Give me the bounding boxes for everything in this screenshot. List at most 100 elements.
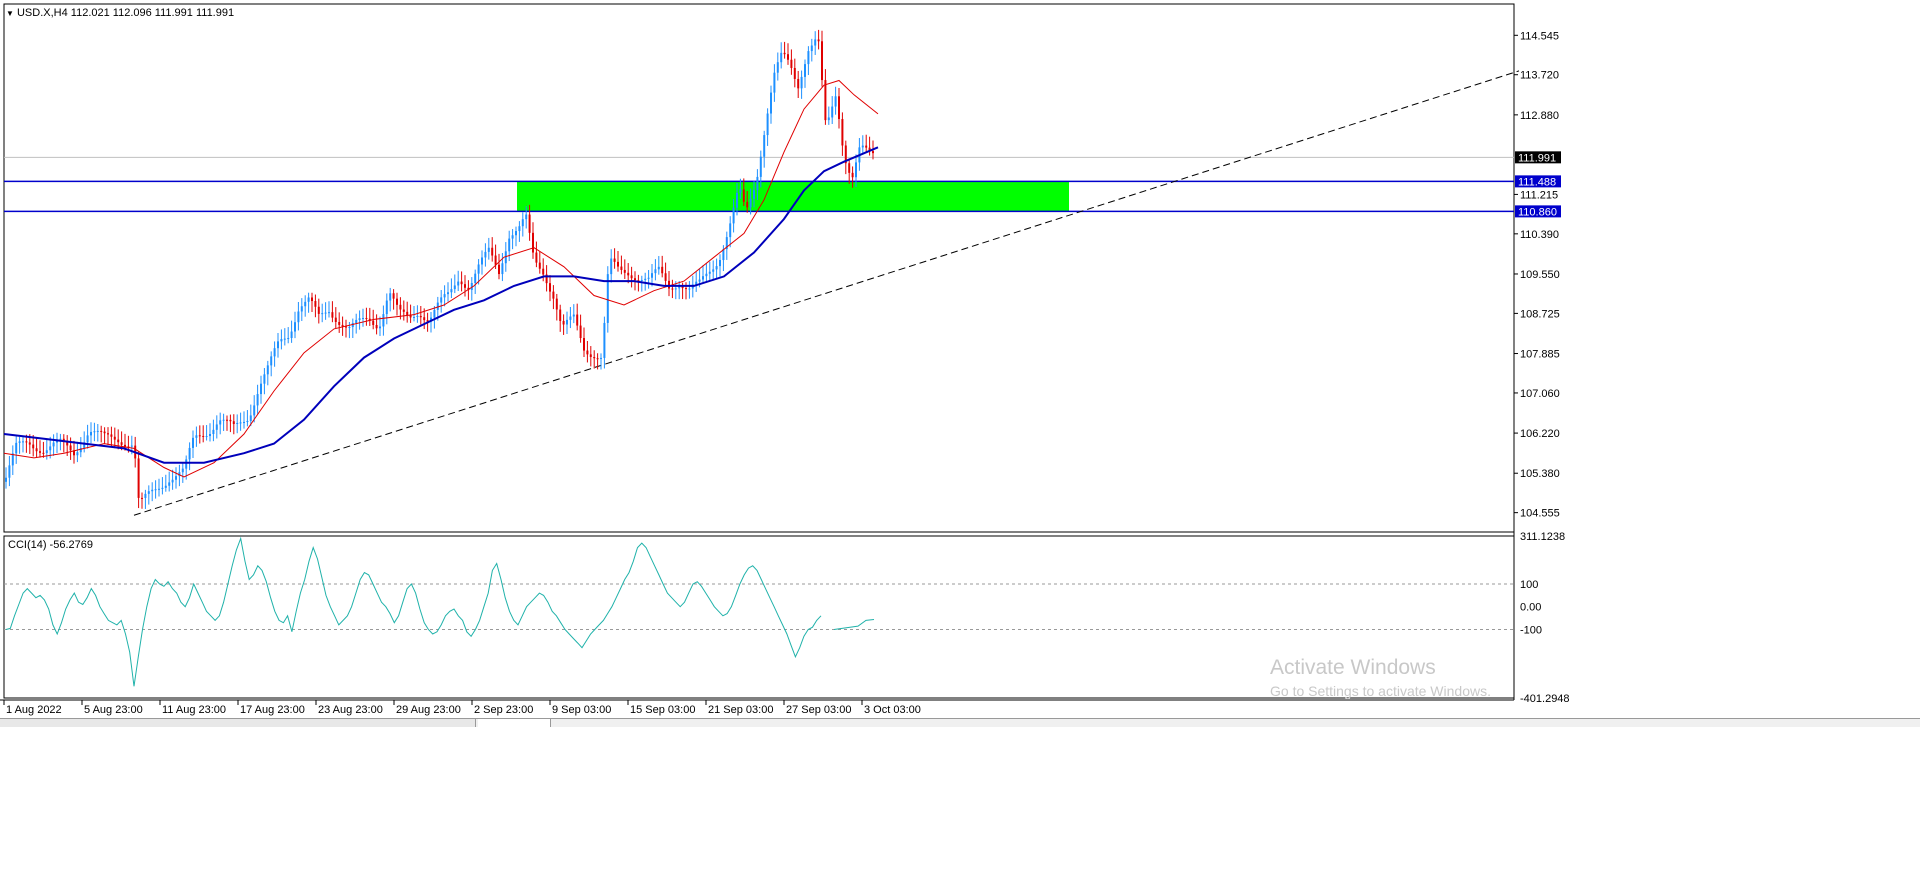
tab-active[interactable]: [478, 719, 551, 727]
candle-body: [198, 435, 201, 437]
candle-body: [783, 52, 786, 55]
candle-body: [763, 135, 766, 157]
candle-body: [18, 441, 21, 443]
candle-body: [52, 442, 55, 447]
cci-scale-label: -401.2948: [1520, 693, 1570, 705]
candle-body: [45, 450, 48, 454]
candle-body: [246, 420, 249, 422]
candle-body: [93, 431, 96, 433]
candle-body: [351, 322, 354, 328]
tab-left[interactable]: [0, 719, 476, 727]
candle-body: [654, 269, 657, 274]
candle-body: [501, 263, 504, 275]
candle-body: [487, 247, 490, 252]
candle-body: [861, 145, 864, 148]
x-tick-label: 3 Oct 03:00: [864, 704, 921, 716]
x-tick-label: 9 Sep 03:00: [552, 704, 611, 716]
candle-body: [702, 276, 704, 280]
bottom-scrollbar[interactable]: [0, 718, 1920, 727]
candle-body: [222, 419, 225, 421]
candle-body: [5, 477, 7, 482]
candle-body: [338, 321, 341, 325]
candle-body: [324, 312, 327, 314]
candle-body: [86, 435, 89, 443]
candle-body: [600, 357, 602, 359]
candle-body: [283, 338, 286, 340]
candle-body: [117, 439, 120, 443]
candle-body: [821, 41, 823, 81]
x-tick-label: 11 Aug 23:00: [162, 704, 226, 716]
candle-body: [780, 52, 783, 63]
candle-body: [236, 422, 239, 425]
candle-body: [307, 297, 310, 302]
candle-body: [300, 306, 303, 312]
candle-body: [341, 324, 344, 327]
candle-body: [436, 302, 439, 310]
candle-body: [256, 394, 259, 406]
candle-body: [545, 274, 548, 284]
candle-body: [76, 452, 79, 456]
candle-body: [382, 314, 385, 327]
indicator-label: CCI(14) -56.2769: [8, 539, 93, 551]
y-tick-label: 108.725: [1520, 308, 1560, 320]
candle-body: [443, 294, 446, 298]
candle-body: [83, 442, 86, 448]
candle-body: [776, 62, 779, 73]
candle-body: [178, 472, 181, 477]
candle-body: [389, 293, 392, 301]
candle-body: [96, 430, 99, 432]
candle-body: [270, 356, 273, 366]
candle-body: [746, 201, 749, 208]
candle-body: [579, 325, 582, 339]
candle-body: [719, 260, 721, 267]
candle-body: [287, 338, 290, 340]
x-tick-label: 17 Aug 23:00: [240, 704, 305, 716]
candle-body: [617, 261, 619, 267]
candle-body: [331, 312, 334, 318]
candle-body: [844, 145, 847, 164]
candle-body: [494, 255, 497, 265]
candle-body: [192, 437, 194, 448]
candle-body: [640, 279, 643, 281]
main-chart-frame: [3, 3, 1515, 533]
candle-body: [202, 435, 205, 437]
candle-body: [610, 258, 613, 275]
candle-body: [742, 189, 745, 202]
candle-body: [317, 306, 320, 314]
y-tick-label: 113.720: [1520, 70, 1559, 82]
candle-body: [657, 266, 660, 270]
candle-body: [827, 117, 830, 121]
candle-body: [623, 269, 626, 273]
candle-body: [872, 151, 874, 154]
candle-body: [304, 301, 307, 307]
candle-body: [379, 326, 381, 329]
candle-body: [453, 285, 456, 290]
x-tick-label: 29 Aug 23:00: [396, 704, 461, 716]
candle-body: [511, 235, 514, 239]
price-label-text: 111.488: [1518, 176, 1556, 188]
candle-body: [358, 318, 361, 320]
fast-moving-average: [3, 79, 879, 478]
candle-body: [865, 145, 868, 148]
candle-body: [25, 441, 28, 443]
candle-body: [630, 275, 633, 279]
candle-body: [188, 447, 191, 460]
slow-moving-average: [3, 146, 879, 464]
candle-body: [66, 441, 69, 446]
collapse-triangle-icon[interactable]: ▼: [6, 9, 14, 18]
candle-body: [253, 405, 256, 416]
candle-body: [712, 269, 715, 272]
candle-body: [851, 172, 854, 178]
candle-body: [620, 266, 623, 270]
windows-watermark: Activate Windows Go to Settings to activ…: [1270, 656, 1491, 699]
y-tick-label: 110.390: [1520, 229, 1559, 241]
candle-body: [766, 113, 769, 136]
candle-body: [372, 320, 375, 325]
candle-body: [413, 316, 415, 318]
candle-body: [392, 293, 395, 299]
candle-body: [185, 459, 188, 469]
candle-body: [362, 317, 364, 319]
candle-body: [644, 278, 647, 280]
trendline[interactable]: [133, 70, 1520, 516]
